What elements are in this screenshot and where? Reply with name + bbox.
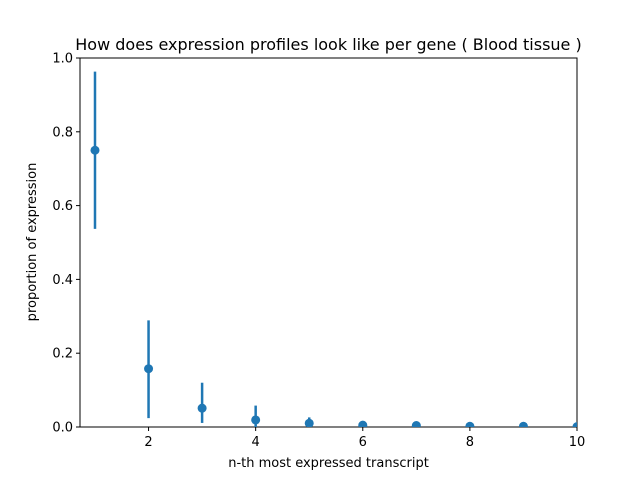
y-tick-label: 0.2 bbox=[52, 347, 73, 362]
x-tick-label: 8 bbox=[466, 435, 474, 450]
x-axis-label: n-th most expressed transcript bbox=[228, 456, 429, 471]
data-point bbox=[411, 421, 421, 427]
x-tick-label: 6 bbox=[359, 435, 367, 450]
x-tick-label: 4 bbox=[252, 435, 260, 450]
data-point bbox=[465, 421, 475, 427]
data-point bbox=[572, 422, 577, 427]
y-tick-label: 1.0 bbox=[52, 52, 73, 67]
data-point bbox=[197, 403, 207, 413]
x-tick-label: 10 bbox=[569, 435, 586, 450]
x-tick-label: 2 bbox=[144, 435, 152, 450]
y-axis-label: proportion of expression bbox=[25, 163, 40, 322]
y-tick-label: 0.8 bbox=[52, 125, 73, 140]
plot-border bbox=[79, 57, 578, 428]
data-point bbox=[358, 420, 368, 427]
data-point bbox=[251, 415, 261, 425]
y-tick-label: 0.4 bbox=[52, 273, 73, 288]
y-tick-label: 0.6 bbox=[52, 199, 73, 214]
data-point bbox=[144, 364, 154, 374]
y-tick-label: 0.0 bbox=[52, 421, 73, 436]
data-point bbox=[304, 418, 314, 427]
chart-title: How does expression profiles look like p… bbox=[75, 35, 581, 54]
chart-layer: 2 4 6 8 10 0.0 0.2 0.4 0.6 0.8 1.0 bbox=[52, 52, 585, 451]
data-point bbox=[90, 145, 100, 155]
data-point bbox=[518, 421, 528, 427]
